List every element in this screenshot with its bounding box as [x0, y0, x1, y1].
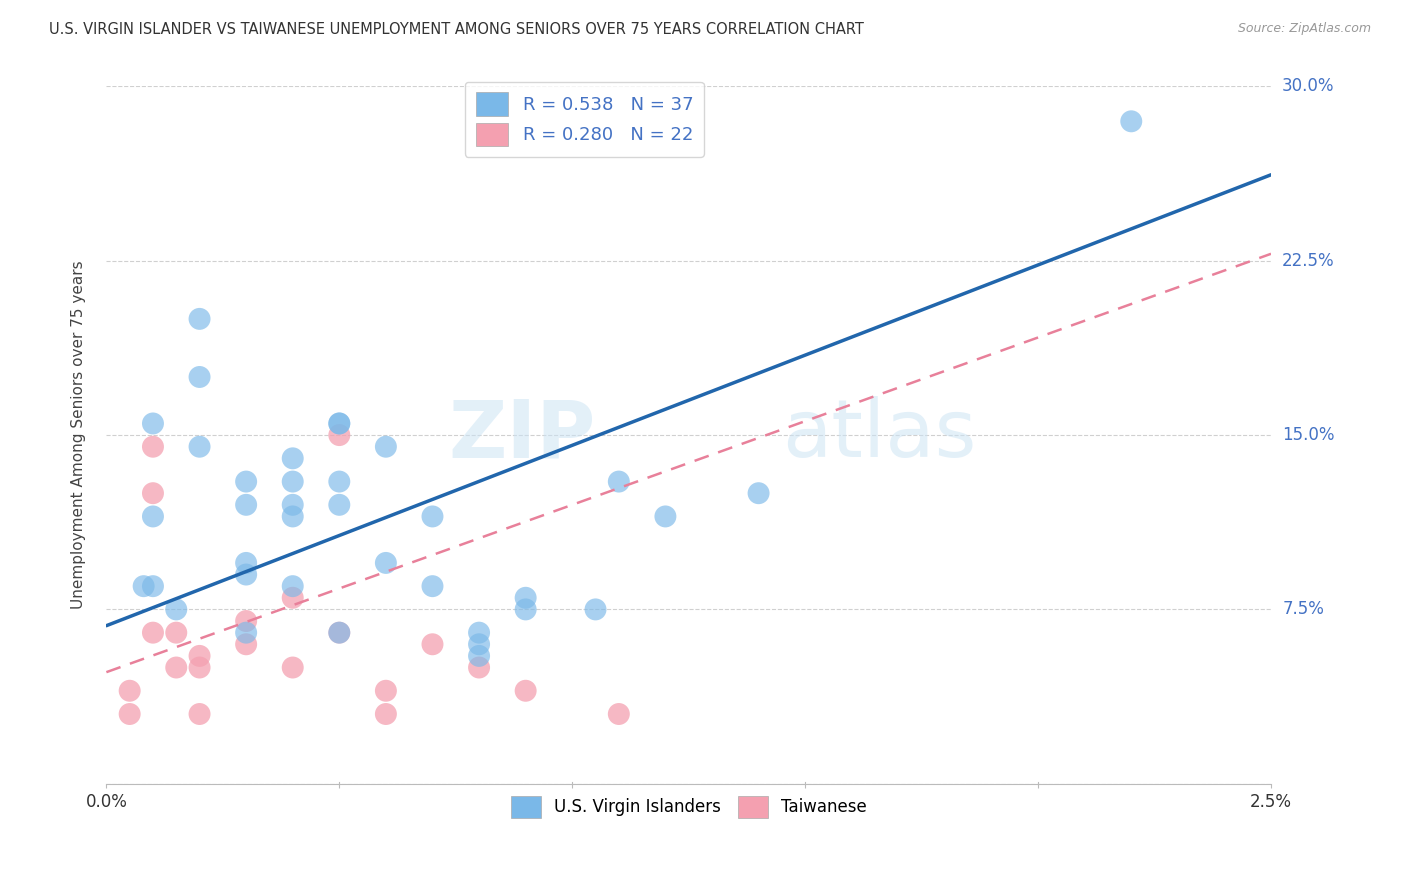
Point: [328, 417, 350, 431]
Point: [328, 417, 350, 431]
Text: atlas: atlas: [782, 396, 976, 474]
Point: [374, 706, 396, 721]
Point: [468, 648, 491, 663]
Point: [235, 637, 257, 651]
Point: [654, 509, 676, 524]
Point: [188, 660, 211, 674]
Point: [281, 591, 304, 605]
Point: [281, 509, 304, 524]
Point: [281, 451, 304, 466]
Point: [142, 625, 165, 640]
Legend: U.S. Virgin Islanders, Taiwanese: U.S. Virgin Islanders, Taiwanese: [505, 789, 873, 824]
Text: 15.0%: 15.0%: [1282, 426, 1334, 444]
Point: [374, 556, 396, 570]
Point: [468, 637, 491, 651]
Point: [235, 498, 257, 512]
Text: U.S. VIRGIN ISLANDER VS TAIWANESE UNEMPLOYMENT AMONG SENIORS OVER 75 YEARS CORRE: U.S. VIRGIN ISLANDER VS TAIWANESE UNEMPL…: [49, 22, 865, 37]
Point: [235, 475, 257, 489]
Point: [468, 660, 491, 674]
Point: [374, 440, 396, 454]
Point: [515, 683, 537, 698]
Text: ZIP: ZIP: [449, 396, 596, 474]
Point: [281, 579, 304, 593]
Point: [142, 486, 165, 500]
Text: 22.5%: 22.5%: [1282, 252, 1334, 269]
Point: [142, 509, 165, 524]
Point: [142, 440, 165, 454]
Point: [607, 706, 630, 721]
Point: [281, 475, 304, 489]
Point: [165, 660, 187, 674]
Point: [281, 498, 304, 512]
Point: [235, 556, 257, 570]
Point: [468, 625, 491, 640]
Text: Source: ZipAtlas.com: Source: ZipAtlas.com: [1237, 22, 1371, 36]
Point: [328, 475, 350, 489]
Point: [142, 579, 165, 593]
Point: [422, 637, 444, 651]
Point: [281, 660, 304, 674]
Point: [235, 567, 257, 582]
Point: [165, 625, 187, 640]
Point: [328, 498, 350, 512]
Point: [188, 440, 211, 454]
Point: [132, 579, 155, 593]
Point: [328, 428, 350, 442]
Point: [374, 683, 396, 698]
Point: [585, 602, 607, 616]
Point: [165, 602, 187, 616]
Point: [328, 625, 350, 640]
Point: [748, 486, 770, 500]
Point: [422, 579, 444, 593]
Point: [1121, 114, 1143, 128]
Point: [607, 475, 630, 489]
Text: 30.0%: 30.0%: [1282, 78, 1334, 95]
Point: [118, 706, 141, 721]
Y-axis label: Unemployment Among Seniors over 75 years: Unemployment Among Seniors over 75 years: [72, 260, 86, 609]
Point: [188, 648, 211, 663]
Point: [188, 370, 211, 384]
Point: [118, 683, 141, 698]
Point: [328, 625, 350, 640]
Point: [188, 311, 211, 326]
Point: [188, 706, 211, 721]
Point: [515, 591, 537, 605]
Point: [142, 417, 165, 431]
Point: [515, 602, 537, 616]
Point: [422, 509, 444, 524]
Text: 7.5%: 7.5%: [1282, 600, 1324, 618]
Point: [235, 614, 257, 628]
Point: [235, 625, 257, 640]
